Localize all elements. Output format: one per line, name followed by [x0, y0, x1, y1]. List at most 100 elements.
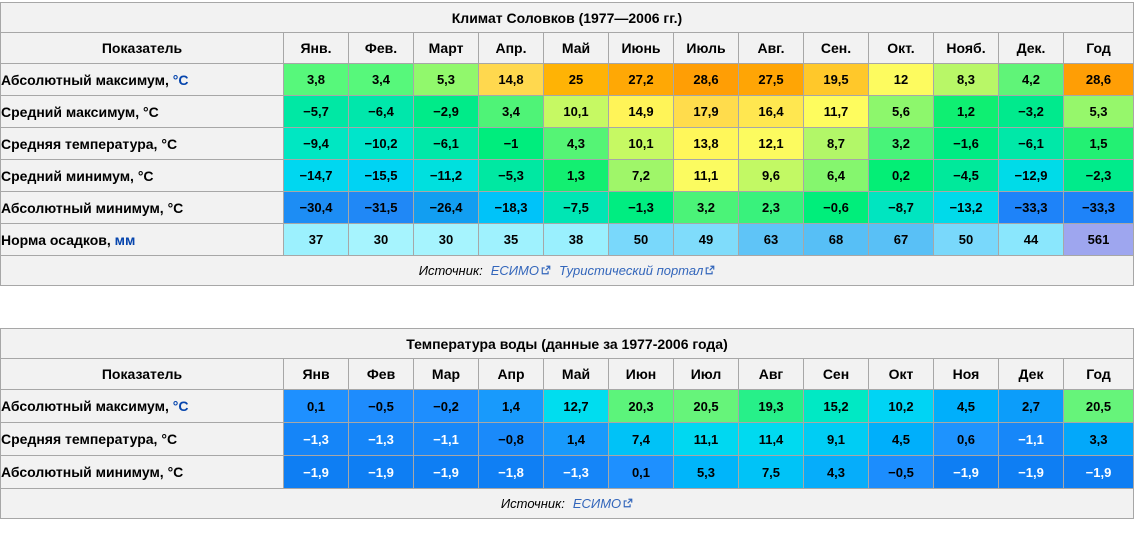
row-label-text: Абсолютный минимум, [1, 199, 168, 216]
value-cell: 9,1 [803, 422, 869, 456]
month-header: Июль [673, 32, 739, 64]
value-cell: 8,7 [803, 127, 869, 160]
value-cell: −33,3 [998, 191, 1064, 224]
year-header: Год [1063, 358, 1134, 390]
value-cell: 13,8 [673, 127, 739, 160]
climate-table: Климат Соловков (1977—2006 гг.) Показате… [0, 2, 1134, 286]
value-cell: −0,5 [348, 389, 414, 423]
value-cell: −18,3 [478, 191, 544, 224]
source-link[interactable]: ЕСИМО [573, 496, 633, 511]
value-cell: 12,7 [543, 389, 609, 423]
row-label: Абсолютный максимум, °C [0, 63, 284, 96]
row-label-text: Средний минимум, [1, 167, 138, 184]
row-label-text: Средний максимум, [1, 103, 143, 120]
value-cell: 50 [608, 223, 674, 256]
value-cell: 5,3 [413, 63, 479, 96]
value-cell: −1,1 [413, 422, 479, 456]
table-row: Средняя температура, °C −1,3 −1,3 −1,1 −0,8 1… [0, 422, 1134, 456]
month-header: Апр. [478, 32, 544, 64]
value-cell: 17,9 [673, 95, 739, 128]
source-prefix: Источник: [500, 496, 565, 511]
value-cell: 30 [348, 223, 414, 256]
col-header-indicator: Показатель [0, 358, 284, 390]
value-cell: −1,1 [998, 422, 1064, 456]
value-cell: 0,1 [283, 389, 349, 423]
year-value-cell: 561 [1063, 223, 1134, 256]
value-cell: 20,5 [673, 389, 739, 423]
value-cell: 4,3 [543, 127, 609, 160]
value-cell: −31,5 [348, 191, 414, 224]
year-header: Год [1063, 32, 1134, 64]
source-link[interactable]: Туристический портал [559, 263, 715, 278]
value-cell: −7,5 [543, 191, 609, 224]
row-label: Средняя температура, °C [0, 127, 284, 160]
table-row: Средняя температура, °C −9,4 −10,2 −6,1 −1 4,… [0, 127, 1134, 160]
unit-link[interactable]: °C [172, 398, 189, 414]
row-label-text: Абсолютный максимум, [1, 71, 173, 88]
value-cell: −30,4 [283, 191, 349, 224]
year-value-cell: 3,3 [1063, 422, 1134, 456]
value-cell: −26,4 [413, 191, 479, 224]
value-cell: 1,3 [543, 159, 609, 192]
value-cell: 35 [478, 223, 544, 256]
value-cell: −1,9 [413, 455, 479, 489]
external-link-icon [623, 496, 633, 511]
table-row: Средний минимум, °C −14,7 −15,5 −11,2 −5,3 1,… [0, 159, 1134, 192]
value-cell: −0,2 [413, 389, 479, 423]
value-cell: 49 [673, 223, 739, 256]
value-cell: 4,2 [998, 63, 1064, 96]
row-label-text: Абсолютный максимум, [1, 398, 173, 414]
value-cell: −1 [478, 127, 544, 160]
value-cell: −1,9 [998, 455, 1064, 489]
month-header: Апр [478, 358, 544, 390]
value-cell: −1,6 [933, 127, 999, 160]
unit-link[interactable]: °C [172, 71, 189, 88]
value-cell: 1,4 [543, 422, 609, 456]
table-row: Норма осадков, мм 37 30 30 35 38 50 49 63 68 67 50 4… [0, 223, 1134, 256]
value-cell: 11,4 [738, 422, 804, 456]
months-header-row: Показатель Янв. Фев. Март Апр. Май Июнь Июль Ав… [0, 32, 1134, 64]
value-cell: −14,7 [283, 159, 349, 192]
month-header: Сен [803, 358, 869, 390]
value-cell: −1,9 [283, 455, 349, 489]
value-cell: 38 [543, 223, 609, 256]
month-header: Авг. [738, 32, 804, 64]
value-cell: −1,3 [543, 455, 609, 489]
external-link-icon [541, 263, 551, 278]
value-cell: −6,4 [348, 95, 414, 128]
month-header: Дек. [998, 32, 1064, 64]
col-header-indicator: Показатель [0, 32, 284, 64]
source-link[interactable]: ЕСИМО [491, 263, 551, 278]
row-label: Абсолютный минимум, °C [0, 455, 284, 489]
year-value-cell: 5,3 [1063, 95, 1134, 128]
value-cell: 14,8 [478, 63, 544, 96]
row-label: Средняя температура, °C [0, 422, 284, 456]
value-cell: 44 [998, 223, 1064, 256]
unit-text: °C [161, 431, 178, 447]
value-cell: 9,6 [738, 159, 804, 192]
unit-text: °C [167, 464, 184, 480]
title-row: Климат Соловков (1977—2006 гг.) [0, 2, 1134, 33]
value-cell: 2,3 [738, 191, 804, 224]
value-cell: 67 [868, 223, 934, 256]
value-cell: 6,4 [803, 159, 869, 192]
value-cell: −5,7 [283, 95, 349, 128]
table-row: Абсолютный минимум, °C −1,9 −1,9 −1,9 −1,8 −1… [0, 455, 1134, 489]
value-cell: −4,5 [933, 159, 999, 192]
value-cell: −1,3 [608, 191, 674, 224]
unit-link[interactable]: мм [114, 231, 136, 248]
table-row: Абсолютный минимум, °C −30,4 −31,5 −26,4 −18… [0, 191, 1134, 224]
value-cell: −0,6 [803, 191, 869, 224]
months-header-row: Показатель Янв Фев Мар Апр Май Июн Июл Авг Сен Ок… [0, 358, 1134, 390]
source-row: Источник: ЕСИМО Туристический портал [0, 255, 1134, 286]
year-value-cell: −2,3 [1063, 159, 1134, 192]
month-header: Янв [283, 358, 349, 390]
value-cell: 16,4 [738, 95, 804, 128]
value-cell: −6,1 [413, 127, 479, 160]
value-cell: 0,1 [608, 455, 674, 489]
month-header: Фев. [348, 32, 414, 64]
row-label-text: Норма осадков, [1, 231, 115, 248]
value-cell: 3,8 [283, 63, 349, 96]
value-cell: 0,6 [933, 422, 999, 456]
value-cell: −15,5 [348, 159, 414, 192]
